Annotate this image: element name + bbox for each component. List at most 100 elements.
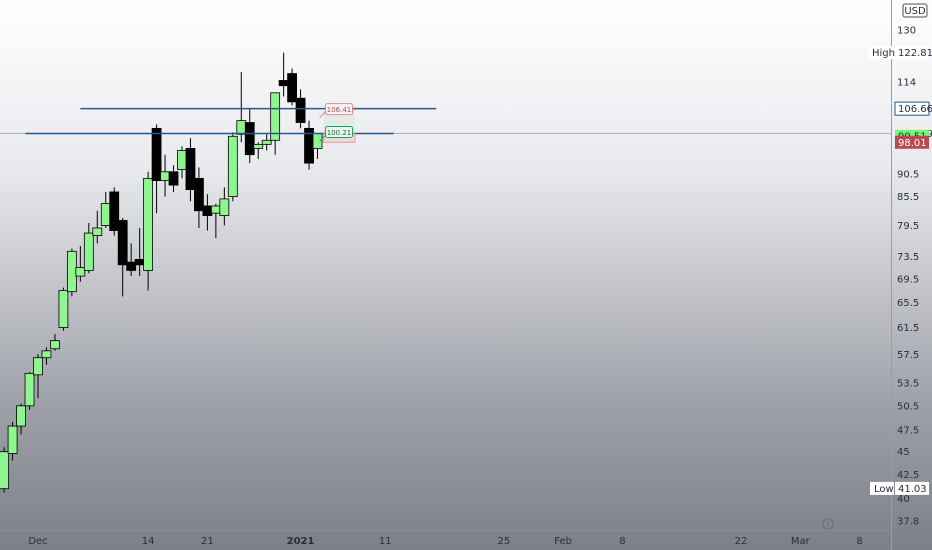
candle <box>92 210 103 244</box>
long-position-tool[interactable]: 106.41 100.21 <box>319 103 356 143</box>
candle-body <box>117 220 128 266</box>
price-tick-label: 61.5 <box>897 323 919 334</box>
price-tick-label: 45 <box>897 447 910 458</box>
candle <box>24 371 35 410</box>
red-price-tag: 98.01 <box>898 138 927 149</box>
horizontal-lines-layer <box>0 107 891 135</box>
time-tick-label: 14 <box>142 536 155 547</box>
high-label-box <box>868 46 894 60</box>
candle-body <box>177 150 187 170</box>
candle-body <box>109 191 120 231</box>
price-tick-label: 42.5 <box>897 470 919 481</box>
candle <box>278 52 289 97</box>
clock-icon[interactable] <box>822 518 834 530</box>
candle-body <box>244 122 255 156</box>
candle-body <box>134 258 145 266</box>
time-tick-labels: Dec 14 21 2021 11 25 Feb 8 22 Mar 8 <box>28 536 862 547</box>
high-label: High <box>872 48 895 59</box>
candle <box>287 68 298 106</box>
price-tick-label: 57.5 <box>897 350 919 361</box>
candle-body <box>278 80 289 87</box>
time-tick-label: 8 <box>619 536 625 547</box>
candle <box>58 287 69 331</box>
candle-body <box>227 135 238 197</box>
candle-body <box>219 198 230 217</box>
candle-body <box>270 92 281 141</box>
candle-body <box>50 340 60 350</box>
low-value-tag-box <box>895 481 929 495</box>
price-axis[interactable]: 37.8 40 42.5 45 47.5 50.5 53.5 57.5 61.5 65.5 69.5… <box>868 0 932 550</box>
candle-body <box>168 171 179 186</box>
candle-body <box>194 177 204 212</box>
price-tick-label: 65.5 <box>897 298 919 309</box>
candle <box>143 171 154 291</box>
candle-body <box>83 232 94 271</box>
price-tick-label: 85.5 <box>897 192 919 203</box>
candle <box>253 142 264 159</box>
high-value-tag-box <box>895 46 929 60</box>
time-axis[interactable]: Dec 14 21 2021 11 25 Feb 8 22 Mar 8 <box>0 530 891 548</box>
candle <box>210 203 221 239</box>
entry-label-box <box>325 125 354 138</box>
candle <box>219 187 230 226</box>
time-tick-label: 25 <box>497 536 510 547</box>
red-price-tag-box <box>895 135 929 149</box>
low-label-box <box>870 481 894 495</box>
candle-body <box>7 425 18 454</box>
candle <box>312 133 323 159</box>
candle-body <box>24 372 35 407</box>
candle-body <box>287 73 298 103</box>
price-tick-label: 37.8 <box>897 517 919 528</box>
candle <box>168 165 179 192</box>
candle <box>100 191 111 228</box>
candle <box>177 146 187 179</box>
currency-badge[interactable]: USD <box>902 3 928 18</box>
entry-connector <box>319 135 326 142</box>
low-value-tag: 41.03 <box>898 484 927 495</box>
candle <box>227 132 238 202</box>
candle-body <box>75 267 86 277</box>
time-tick-label: Dec <box>28 536 47 547</box>
candle-body <box>160 171 170 182</box>
price-tick-label: 130 <box>897 26 916 37</box>
candle-body <box>58 290 69 328</box>
price-tick-label: 47.5 <box>897 426 919 437</box>
candle-body <box>33 357 43 376</box>
time-tick-label: 21 <box>201 536 214 547</box>
candle <box>66 248 77 297</box>
candle-body <box>185 148 196 191</box>
low-label: Low <box>874 484 894 495</box>
target-label-box <box>325 103 354 116</box>
candle <box>126 243 137 277</box>
candle-body <box>210 205 221 214</box>
candle <box>7 421 18 461</box>
candle-body <box>143 177 154 271</box>
currency-label: USD <box>904 6 926 17</box>
price-tick-label: 50.5 <box>897 401 919 412</box>
candle <box>109 187 120 236</box>
price-tick-label: 73.5 <box>897 252 919 263</box>
price-tick-labels: 37.8 40 42.5 45 47.5 50.5 53.5 57.5 61.5 65.5 69.5… <box>897 26 919 528</box>
price-tick-label: 114 <box>897 78 916 89</box>
candle <box>16 403 26 435</box>
candle <box>75 246 86 282</box>
target-connector <box>319 111 326 118</box>
candle-body <box>151 127 162 182</box>
price-tick-label: 69.5 <box>897 274 919 285</box>
time-tick-label: Feb <box>554 536 572 547</box>
time-tick-label: 2021 <box>287 536 315 547</box>
candle <box>41 347 52 365</box>
time-tick-label: 11 <box>379 536 392 547</box>
candle-body <box>66 250 77 293</box>
candle <box>261 134 272 151</box>
candle-body <box>0 451 10 490</box>
candle <box>244 109 255 164</box>
candle <box>151 124 162 214</box>
price-tick-label: 90.5 <box>897 169 919 180</box>
candle-body <box>100 203 111 226</box>
line-price-tag: 106.66 <box>898 104 932 115</box>
price-tick-label: 40 <box>897 494 910 505</box>
candle-body <box>41 350 52 359</box>
